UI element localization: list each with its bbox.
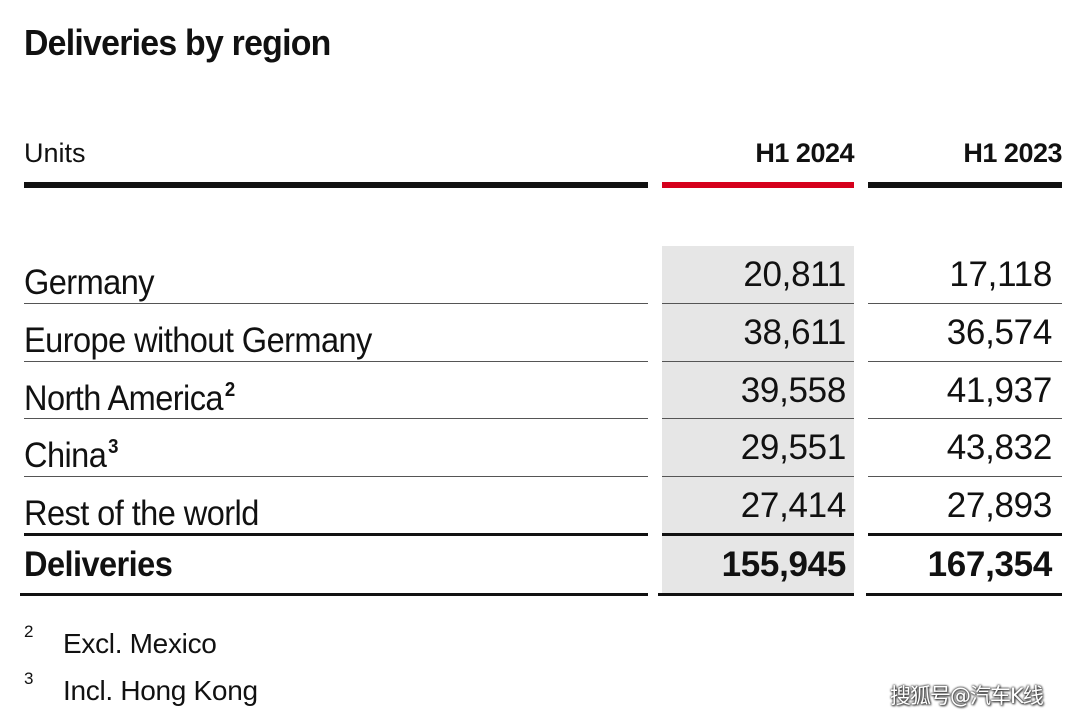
table-bottom-rule [866, 593, 1062, 596]
total-h1-2024: 155,945 [721, 545, 847, 584]
page-title: Deliveries by region [24, 22, 331, 63]
region-label: China3 [24, 436, 118, 475]
row-divider [662, 418, 854, 419]
region-label: Germany [24, 263, 155, 302]
value-h1-2023: 17,118 [949, 255, 1052, 294]
row-divider [868, 361, 1062, 362]
table-bottom-rule [658, 593, 854, 596]
table-row: China3 29,551 43,832 [0, 419, 1080, 476]
region-label: Europe without Germany [24, 321, 372, 360]
table-bottom-rule [20, 593, 648, 596]
watermark: 搜狐号@汽车K线 [890, 684, 1044, 708]
value-h1-2024: 39,558 [740, 371, 847, 410]
row-divider [24, 361, 648, 362]
total-divider [868, 533, 1062, 536]
row-divider [662, 361, 854, 362]
value-h1-2023: 27,893 [946, 486, 1053, 525]
region-label: Rest of the world [24, 494, 259, 533]
header-rule-label [24, 182, 648, 188]
total-row: Deliveries 155,945 167,354 [0, 536, 1080, 593]
units-header: Units [24, 138, 86, 168]
footnote-ref: 2 [224, 379, 235, 401]
row-divider [868, 476, 1062, 477]
column-header-h1-2023: H1 2023 [963, 138, 1062, 168]
total-divider [662, 533, 854, 536]
footnote-text: Excl. Mexico [63, 628, 217, 659]
row-divider [24, 418, 648, 419]
footnote-text: Incl. Hong Kong [63, 675, 258, 706]
value-h1-2024: 38,611 [743, 313, 846, 352]
row-divider [24, 476, 648, 477]
value-h1-2024: 29,551 [740, 428, 847, 467]
value-h1-2024: 20,811 [743, 255, 846, 294]
row-divider [662, 476, 854, 477]
row-divider [662, 303, 854, 304]
footnote-ref: 3 [108, 436, 118, 458]
footnote-mark: 2 [24, 622, 34, 641]
table-row: North America2 39,558 41,937 [0, 362, 1080, 419]
highlight-column [662, 246, 854, 596]
value-h1-2023: 41,937 [946, 371, 1053, 410]
table-row: Europe without Germany 38,611 36,574 [0, 304, 1080, 361]
row-divider [868, 303, 1062, 304]
column-header-h1-2024: H1 2024 [755, 138, 854, 168]
header-rule-h1-2023 [868, 182, 1062, 188]
footnote-mark: 3 [24, 669, 34, 688]
row-divider [24, 303, 648, 304]
total-divider [24, 533, 648, 536]
total-h1-2023: 167,354 [927, 545, 1053, 584]
row-divider [868, 418, 1062, 419]
value-h1-2024: 27,414 [740, 486, 847, 525]
total-label: Deliveries [24, 545, 173, 584]
value-h1-2023: 36,574 [946, 313, 1053, 352]
value-h1-2023: 43,832 [946, 428, 1053, 467]
table-row: Rest of the world 27,414 27,893 [0, 477, 1080, 534]
header-rule-h1-2024 [662, 182, 854, 188]
table-row: Germany 20,811 17,118 [0, 246, 1080, 303]
region-label: North America2 [24, 379, 235, 418]
